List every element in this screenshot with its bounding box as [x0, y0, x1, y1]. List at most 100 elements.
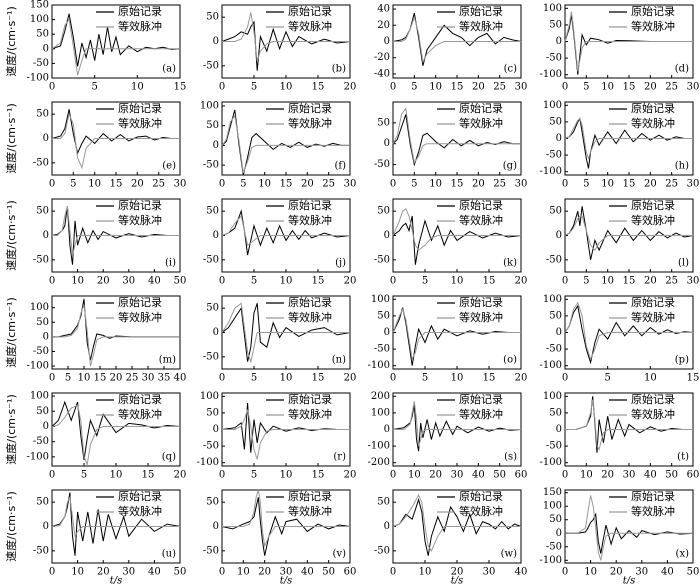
x-tick-label: 5	[422, 373, 428, 384]
legend-label: 原始记录	[631, 392, 675, 406]
y-tick-label: 50	[36, 317, 49, 328]
legend-label: 等效脉冲	[288, 19, 332, 33]
x-tick-label: 25	[493, 179, 506, 190]
y-tick-label: -40	[374, 68, 390, 79]
x-tick-label: 10	[601, 82, 614, 93]
x-tick-label: 0	[219, 470, 225, 481]
y-tick-label: 20	[377, 20, 390, 31]
x-tick-label: 30	[280, 567, 293, 578]
series-line	[392, 106, 521, 164]
x-tick-label: 5	[240, 179, 246, 190]
x-tick-label: 15	[312, 373, 325, 384]
legend-label: 等效脉冲	[459, 407, 503, 421]
y-tick-label: 150	[543, 487, 562, 498]
x-tick-label: 10	[601, 179, 614, 190]
y-tick-label: -100	[27, 451, 49, 462]
x-tick-label: 15	[312, 82, 325, 93]
series-line	[392, 215, 522, 265]
x-tick-label: 0	[562, 179, 568, 190]
x-tick-label: 20	[644, 179, 657, 190]
y-tick-label: 50	[36, 406, 49, 417]
y-tick-label: 0	[213, 230, 219, 241]
x-tick-label: 25	[665, 179, 678, 190]
legend-label: 原始记录	[631, 101, 675, 115]
y-tick-label: -50	[33, 436, 49, 447]
x-tick-label: 5	[251, 470, 257, 481]
y-tick-label: 0	[43, 133, 49, 144]
series-line	[51, 404, 180, 467]
y-tick-label: -50	[546, 53, 562, 64]
y-tick-label: -100	[197, 457, 219, 468]
y-tick-label: 100	[30, 391, 49, 402]
x-tick-label: 20	[472, 179, 485, 190]
x-tick-label: 10	[110, 470, 123, 481]
y-tick-label: 100	[30, 302, 49, 313]
legend-label: 原始记录	[118, 4, 162, 18]
panel-label: (a)	[162, 64, 176, 75]
panel-label: (c)	[504, 64, 518, 75]
y-tick-label: 50	[549, 19, 562, 30]
y-tick-label: 50	[206, 407, 219, 418]
legend-label: 原始记录	[118, 295, 162, 309]
legend-label: 原始记录	[459, 4, 503, 18]
x-tick-label: 5	[251, 373, 257, 384]
x-tick-label: 0	[390, 373, 396, 384]
x-tick-label: 10	[580, 470, 593, 481]
y-tick-label: 0	[43, 421, 49, 432]
x-tick-label: 20	[344, 470, 357, 481]
x-tick-label: 15	[623, 276, 636, 287]
y-tick-label: -50	[33, 254, 49, 265]
y-tick-label: 100	[200, 391, 219, 402]
y-tick-label: 100	[543, 3, 562, 14]
x-tick-label: 0	[49, 567, 55, 578]
y-tick-label: 100	[543, 391, 562, 402]
x-tick-label: 15	[142, 470, 155, 481]
y-tick-label: 100	[371, 407, 390, 418]
series-line	[392, 307, 521, 361]
x-tick-label: 0	[562, 470, 568, 481]
x-tick-label: 30	[344, 179, 357, 190]
panel-label: (g)	[503, 161, 517, 172]
y-tick-label: -100	[540, 166, 562, 177]
y-tick-label: 0	[384, 36, 390, 47]
x-tick-label: 50	[322, 567, 335, 578]
series-line	[221, 214, 350, 247]
panel-label: (e)	[162, 161, 176, 172]
y-tick-label: 100	[371, 294, 390, 305]
y-tick-label: 50	[549, 407, 562, 418]
y-tick-label: -100	[540, 69, 562, 80]
x-tick-label: 30	[623, 470, 636, 481]
y-tick-label: 50	[549, 206, 562, 217]
x-tick-label: 5	[251, 82, 257, 93]
y-tick-label: 0	[556, 230, 562, 241]
y-tick-label: 0	[213, 521, 219, 532]
panel-label: (d)	[675, 64, 689, 75]
legend-label: 等效脉冲	[288, 407, 332, 421]
x-tick-label: 5	[411, 179, 417, 190]
x-tick-label: 0	[562, 276, 568, 287]
x-tick-label: 5	[583, 179, 589, 190]
x-tick-label: 25	[493, 82, 506, 93]
legend-label: 等效脉冲	[118, 116, 162, 130]
legend-label: 等效脉冲	[288, 116, 332, 130]
y-tick-label: 50	[377, 206, 390, 217]
legend-label: 等效脉冲	[631, 407, 675, 421]
x-tick-label: 10	[78, 373, 91, 384]
series-line	[221, 302, 350, 364]
y-axis-label: 速度/(cm·s⁻¹)	[4, 200, 18, 271]
x-tick-label: 20	[644, 276, 657, 287]
x-tick-label: 10	[429, 82, 442, 93]
legend-label: 等效脉冲	[459, 19, 503, 33]
x-tick-label: 30	[122, 567, 135, 578]
x-tick-label: 30	[483, 567, 496, 578]
y-axis-label: 速度/(cm·s⁻¹)	[4, 103, 18, 174]
series-line	[52, 206, 180, 256]
x-tick-label: 5	[583, 82, 589, 93]
x-tick-label: 0	[49, 82, 55, 93]
y-tick-label: 50	[36, 206, 49, 217]
y-tick-label: 100	[543, 100, 562, 111]
x-tick-label: 50	[665, 470, 678, 481]
legend-label: 原始记录	[459, 392, 503, 406]
y-tick-label: 0	[384, 521, 390, 532]
